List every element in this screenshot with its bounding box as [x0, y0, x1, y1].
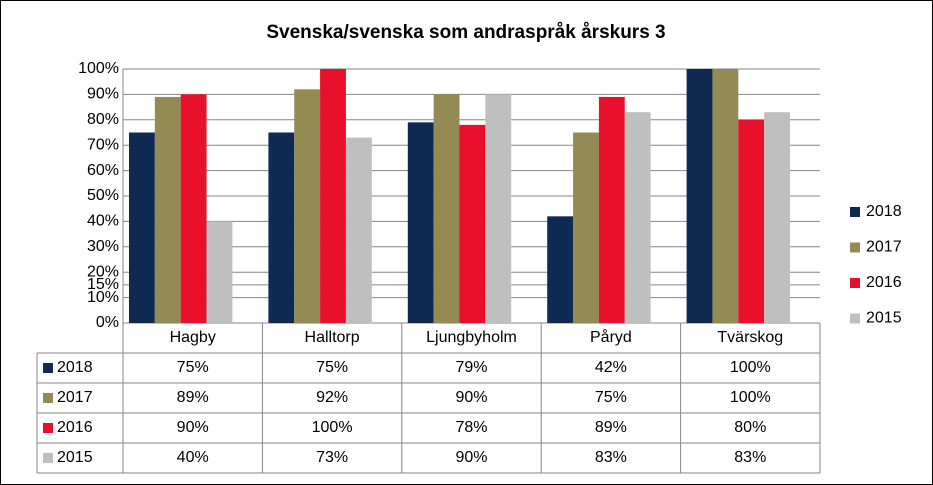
bar — [180, 94, 207, 324]
bar — [738, 119, 765, 323]
y-tick-label: 50% — [87, 187, 119, 204]
table-cell: 100% — [312, 419, 353, 436]
table-cell: 83% — [595, 449, 627, 466]
table-cell: 92% — [316, 389, 348, 406]
y-tick-label: 90% — [87, 86, 119, 103]
bar — [268, 132, 295, 323]
y-tick-label: 15% — [87, 276, 119, 293]
table-key — [43, 393, 53, 403]
table-cell: 79% — [455, 359, 487, 376]
legend-key — [850, 207, 860, 217]
y-tick-label: 0% — [96, 314, 119, 331]
legend-label: 2016 — [866, 274, 902, 291]
bar — [485, 94, 512, 324]
legend-label: 2017 — [866, 239, 902, 256]
table-cell: 75% — [316, 359, 348, 376]
y-tick-label: 100% — [78, 60, 119, 77]
x-tick-label: Halltorp — [305, 329, 360, 346]
table-cell: 80% — [734, 419, 766, 436]
bar — [764, 112, 790, 324]
bar — [407, 122, 434, 323]
table-row-label: 2017 — [57, 389, 93, 406]
table-cell: 78% — [455, 419, 487, 436]
table-cell: 89% — [595, 419, 627, 436]
bar — [573, 132, 599, 323]
bar — [154, 96, 181, 323]
x-tick-label: Tvärskog — [717, 329, 783, 346]
bar — [129, 132, 155, 323]
table-row-label: 2016 — [57, 419, 93, 436]
table-key — [43, 363, 53, 373]
bar — [686, 69, 713, 323]
table-key — [43, 423, 53, 433]
y-tick-label: 20% — [87, 263, 119, 280]
bar — [294, 89, 321, 323]
legend-key — [850, 313, 860, 324]
bar — [712, 69, 739, 323]
legend-key — [850, 242, 860, 253]
table-cell: 40% — [177, 449, 209, 466]
y-tick-label: 10% — [87, 289, 119, 306]
y-tick-label: 60% — [87, 162, 119, 179]
bar — [433, 94, 460, 324]
bar — [624, 112, 651, 324]
bar — [320, 69, 346, 323]
table-cell: 90% — [455, 389, 487, 406]
legend-label: 2018 — [866, 203, 902, 220]
table-cell: 75% — [595, 389, 627, 406]
table-cell: 42% — [595, 359, 627, 376]
legend-label: 2015 — [866, 310, 902, 327]
chart-title: Svenska/svenska som andraspråk årskurs 3 — [266, 22, 665, 43]
table-cell: 100% — [730, 359, 771, 376]
legend-key — [850, 278, 860, 288]
bar — [459, 124, 486, 323]
x-tick-label: Påryd — [590, 328, 632, 346]
table-cell: 83% — [734, 449, 766, 466]
table-cell: 75% — [177, 359, 209, 376]
y-tick-label: 40% — [87, 213, 119, 230]
table-cell: 100% — [730, 389, 771, 406]
bar — [598, 96, 625, 323]
table-cell: 73% — [316, 449, 348, 466]
table-cell: 89% — [177, 389, 209, 406]
table-cell: 90% — [177, 419, 209, 436]
table-row-label: 2018 — [57, 359, 93, 376]
table-cell: 90% — [455, 449, 487, 466]
table-row-label: 2015 — [57, 449, 93, 466]
y-tick-label: 30% — [87, 238, 119, 255]
y-tick-label: 70% — [87, 136, 119, 153]
y-tick-label: 80% — [87, 111, 119, 128]
table-key — [43, 453, 53, 463]
bar — [547, 216, 574, 323]
bar — [345, 137, 372, 323]
bar — [206, 221, 233, 323]
x-tick-label: Ljungbyholm — [426, 329, 517, 346]
x-tick-label: Hagby — [170, 329, 216, 346]
